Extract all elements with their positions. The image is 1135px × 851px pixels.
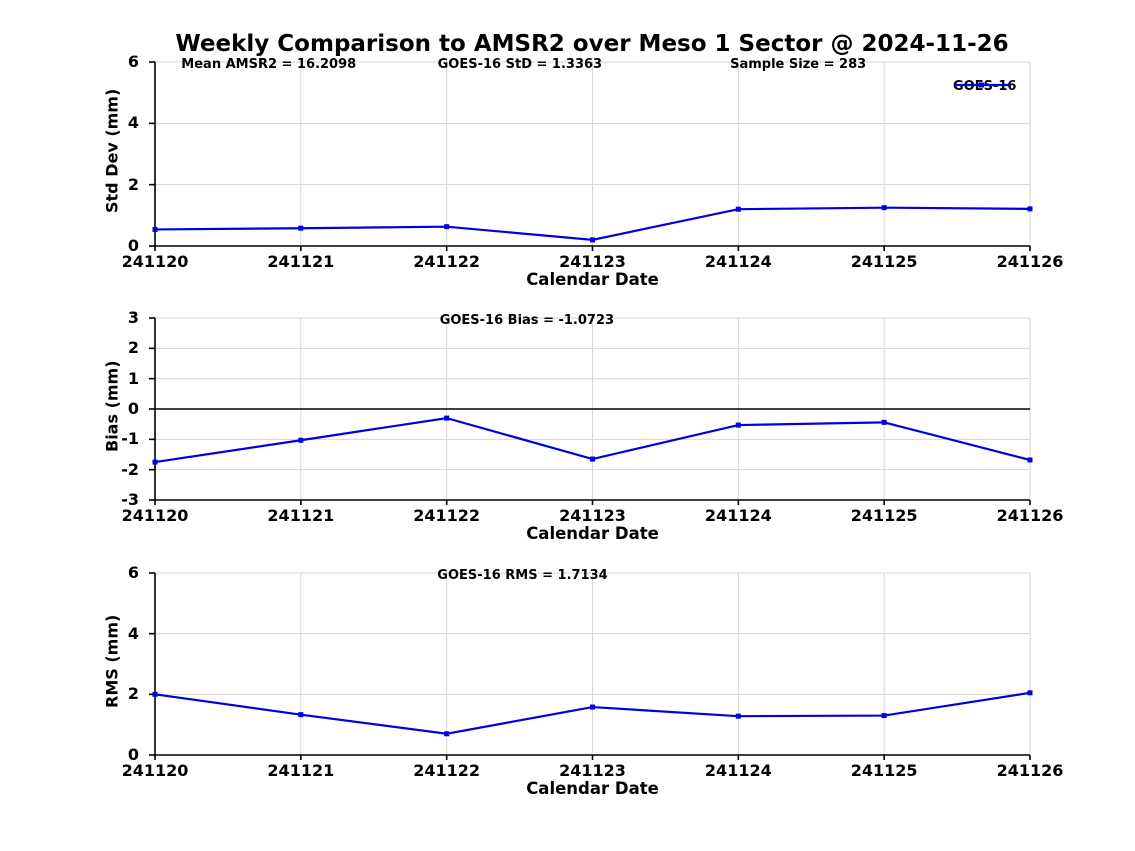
y-tick-label: 0 <box>127 236 139 255</box>
x-tick-label: 241125 <box>850 761 918 780</box>
legend: GOES-16 <box>953 79 1016 94</box>
data-point-marker <box>590 456 595 462</box>
y-tick-label: 6 <box>127 52 139 71</box>
x-tick-label: 241122 <box>413 506 481 525</box>
x-tick-label: 241125 <box>850 506 918 525</box>
data-point-marker <box>1027 206 1033 212</box>
data-point-marker <box>298 437 304 443</box>
rms-subplot: RMS (mm) Calendar Date 241120 241121 24112… <box>103 564 1064 799</box>
data-point-marker <box>444 731 450 737</box>
data-point-marker <box>152 459 158 465</box>
x-tick-label: 241122 <box>413 252 481 271</box>
data-point-marker <box>152 691 158 697</box>
y-tick-label: 1 <box>127 368 139 388</box>
data-point-marker <box>444 415 450 421</box>
x-tick-label: 241120 <box>121 761 189 780</box>
x-tick-label: 241123 <box>559 761 626 780</box>
rms-x-axis-label: Calendar Date <box>526 779 659 798</box>
y-tick-label: -2 <box>121 459 139 479</box>
stddev-y-axis-label: Std Dev (mm) <box>102 88 122 214</box>
x-tick-label: 241121 <box>267 761 335 780</box>
y-tick-label: 0 <box>127 745 139 764</box>
data-point-marker <box>152 226 158 232</box>
x-tick-label: 241126 <box>996 506 1064 525</box>
stddev-plot-area <box>149 61 1033 251</box>
stddev-x-axis-label: Calendar Date <box>526 270 659 289</box>
bias-plot-area <box>149 317 1033 505</box>
legend-line-sample <box>954 82 1010 88</box>
data-point-marker <box>590 237 595 243</box>
figure-title: Weekly Comparison to AMSR2 over Meso 1 S… <box>175 31 1009 57</box>
x-tick-label: 241124 <box>704 252 772 271</box>
annotation-sample-size: Sample Size = 283 <box>730 57 867 72</box>
data-point-marker <box>881 713 887 719</box>
x-tick-label: 241126 <box>996 761 1064 780</box>
data-point-marker <box>590 704 595 710</box>
data-point-marker <box>881 205 887 211</box>
x-tick-label: 241123 <box>559 506 626 525</box>
data-point-marker <box>735 713 741 719</box>
y-tick-label: 2 <box>127 684 139 704</box>
annotation-goes16-rms: GOES-16 RMS = 1.7134 <box>437 568 608 583</box>
x-tick-label: 241126 <box>996 252 1064 271</box>
y-tick-label: -3 <box>121 490 139 509</box>
x-tick-label: 241123 <box>559 252 626 271</box>
x-tick-label: 241120 <box>121 506 189 525</box>
bias-subplot: Bias (mm) Calendar Date 241120 241121 2411… <box>103 309 1064 544</box>
rms-plot-area <box>149 572 1033 760</box>
data-point-marker <box>1027 457 1033 463</box>
data-point-marker <box>735 206 741 212</box>
x-tick-label: 241120 <box>121 252 189 271</box>
data-point-marker <box>881 419 887 425</box>
y-tick-label: 2 <box>127 338 139 358</box>
annotation-goes16-bias: GOES-16 Bias = -1.0723 <box>439 313 615 328</box>
x-tick-label: 241121 <box>267 506 335 525</box>
x-tick-label: 241124 <box>704 506 772 525</box>
y-tick-label: 2 <box>127 174 139 194</box>
data-point-marker <box>444 224 450 230</box>
stddev-subplot: Std Dev (mm) GOES-16 Calendar Date 24112… <box>103 53 1064 290</box>
x-tick-label: 241124 <box>704 761 772 780</box>
y-tick-label: 3 <box>127 308 139 327</box>
annotation-mean-amsr2: Mean AMSR2 = 16.2098 <box>181 57 357 72</box>
x-tick-label: 241122 <box>413 761 481 780</box>
x-tick-label: 241125 <box>850 252 918 271</box>
y-tick-label: 0 <box>127 399 139 418</box>
y-tick-label: 4 <box>127 623 139 643</box>
x-tick-label: 241121 <box>267 252 335 271</box>
data-point-marker <box>1027 690 1033 696</box>
data-point-marker <box>298 225 304 231</box>
rms-y-axis-label: RMS (mm) <box>102 614 122 708</box>
legend-label: GOES-16 <box>953 79 1017 94</box>
y-tick-label: -1 <box>121 429 139 449</box>
annotation-goes16-std: GOES-16 StD = 1.3363 <box>437 57 603 72</box>
y-tick-label: 6 <box>127 563 139 582</box>
data-point-marker <box>298 712 304 718</box>
legend-marker-icon <box>979 82 984 88</box>
y-tick-label: 4 <box>127 113 139 133</box>
bias-x-axis-label: Calendar Date <box>526 524 659 543</box>
data-point-marker <box>735 422 741 428</box>
